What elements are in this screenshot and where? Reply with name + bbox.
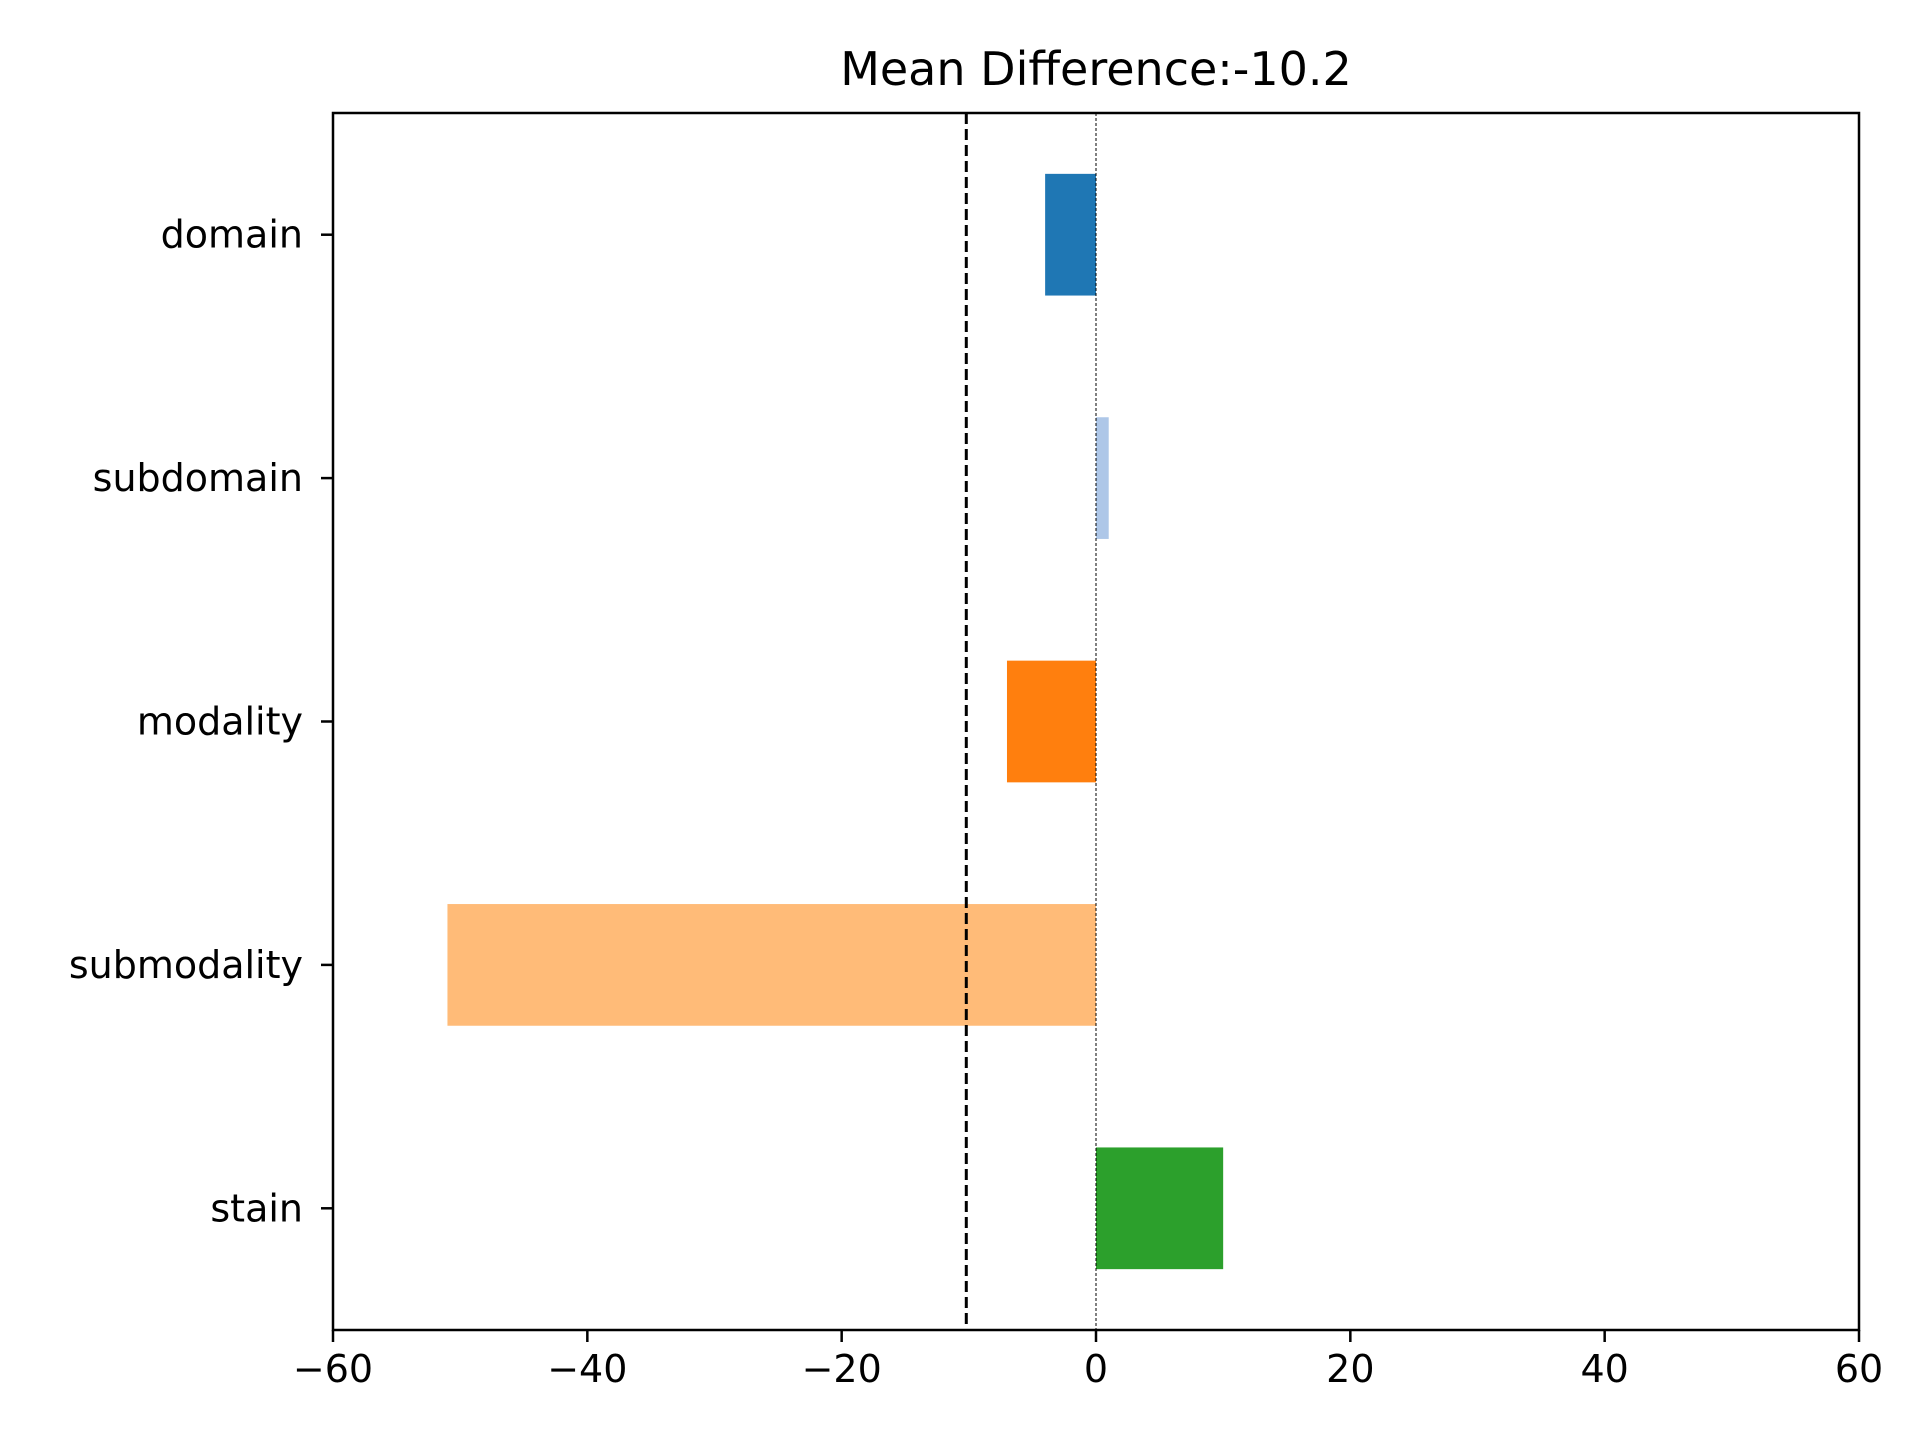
bar-submodality [447,904,1096,1026]
bar-domain [1045,173,1096,296]
bar-stain [1096,1147,1224,1270]
y-tick-label-submodality: submodality [69,943,303,987]
x-tick-label-1: −40 [547,1347,627,1391]
y-tick-label-subdomain: subdomain [93,456,303,500]
bars-layer [447,173,1224,1270]
y-tick-label-domain: domain [161,213,303,257]
x-tick-label-0: −60 [293,1347,373,1391]
x-tick-label-5: 40 [1580,1347,1628,1391]
x-tick-label-6: 60 [1835,1347,1883,1391]
chart-title: Mean Difference:-10.2 [840,42,1352,96]
reference-lines-layer [964,113,1097,1330]
y-tick-label-stain: stain [210,1186,303,1230]
y-tick-label-modality: modality [137,700,303,744]
y-axis: domain subdomain modality submodality stain [69,213,333,1230]
x-tick-label-3: 0 [1084,1347,1108,1391]
x-tick-label-4: 20 [1326,1347,1374,1391]
bar-modality [1006,660,1096,783]
x-tick-label-2: −20 [802,1347,882,1391]
bar-subdomain [1096,417,1109,539]
x-axis: −60 −40 −20 0 20 40 60 [293,1330,1883,1391]
